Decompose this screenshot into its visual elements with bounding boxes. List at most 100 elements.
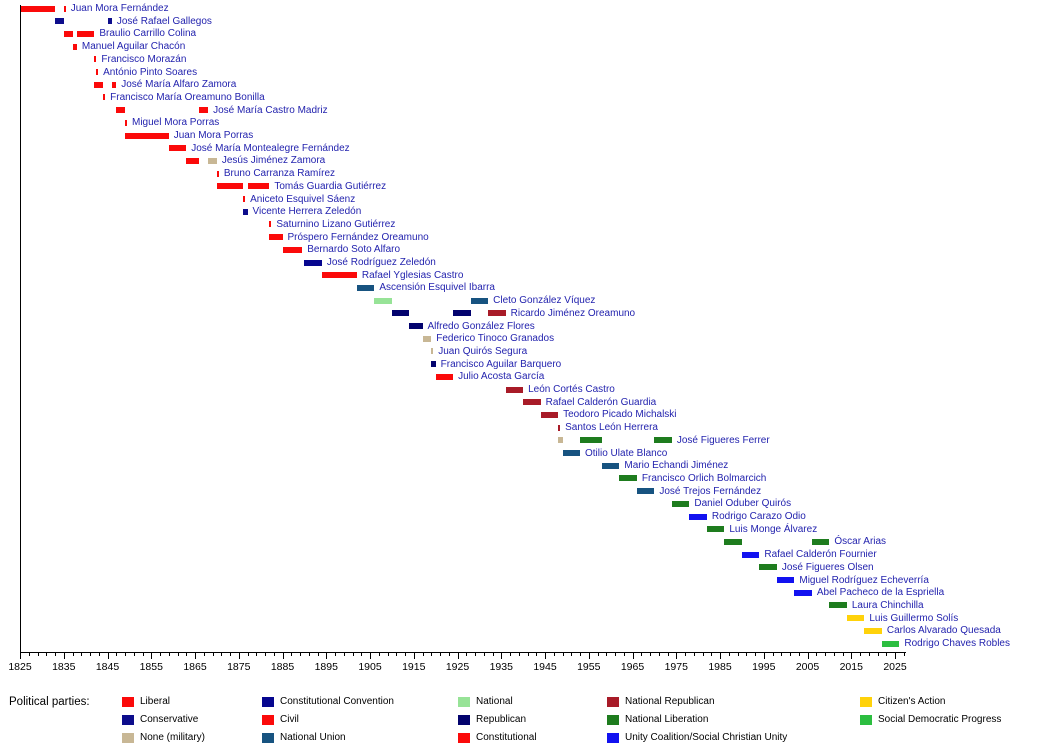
president-label[interactable]: Daniel Oduber Quirós <box>694 498 792 510</box>
president-label[interactable]: Julio Acosta García <box>458 371 545 383</box>
term-bar <box>580 437 602 444</box>
axis-minor-tick <box>527 653 529 656</box>
axis-major-tick <box>326 653 328 659</box>
axis-minor-tick <box>98 653 100 656</box>
president-label[interactable]: Santos León Herrera <box>565 422 658 434</box>
president-label[interactable]: Francisco Orlich Bolmarcich <box>641 472 767 484</box>
legend-swatch-citizens_action <box>860 697 872 707</box>
president-label[interactable]: José María Castro Madriz <box>213 104 328 116</box>
president-label[interactable]: Tomás Guardia Gutiérrez <box>274 180 387 192</box>
president-label[interactable]: José María Montealegre Fernández <box>191 142 350 154</box>
axis-minor-tick <box>833 653 835 656</box>
president-label[interactable]: Juan Mora Porras <box>173 130 254 141</box>
axis-major-tick <box>763 653 765 659</box>
axis-minor-tick <box>177 653 179 656</box>
term-bar <box>321 272 357 279</box>
president-label[interactable]: Laura Chinchilla <box>851 599 924 611</box>
president-label[interactable]: Vicente Herrera Zeledón <box>252 206 362 218</box>
president-label[interactable]: Alfredo González Flores <box>427 320 535 332</box>
president-label[interactable]: Rafael Calderón Fournier <box>764 549 877 561</box>
president-label[interactable]: José Figueres Ferrer <box>676 434 770 446</box>
term-bar <box>72 43 77 50</box>
president-label[interactable]: Luis Guillermo Solís <box>869 612 959 624</box>
president-label[interactable]: Juan Mora Fernández <box>70 3 169 14</box>
term-bar <box>558 424 561 431</box>
president-label[interactable]: Francisco María Oreamuno Bonilla <box>110 91 265 103</box>
president-label[interactable]: Manuel Aguilar Chacón <box>81 41 186 53</box>
president-label[interactable]: Luis Monge Álvarez <box>729 523 818 535</box>
president-label[interactable]: Bruno Carranza Ramírez <box>223 168 336 180</box>
term-bar <box>409 323 423 329</box>
president-label[interactable]: José Figueres Olsen <box>781 561 874 573</box>
axis-tick-label: 1965 <box>620 661 645 673</box>
president-label[interactable]: Ricardo Jiménez Oreamuno <box>510 307 636 319</box>
legend-label-liberal: Liberal <box>140 696 171 707</box>
term-bar <box>55 18 64 25</box>
x-axis-line <box>20 652 906 653</box>
president-label[interactable]: José María Alfaro Zamora <box>121 79 237 91</box>
axis-minor-tick <box>422 653 424 656</box>
president-label[interactable]: António Pinto Soares <box>103 66 198 78</box>
president-label[interactable]: Rodrigo Carazo Odio <box>711 511 806 522</box>
axis-minor-tick <box>212 653 214 656</box>
term-bar <box>243 208 248 215</box>
president-label[interactable]: Juan Quirós Segura <box>438 345 528 357</box>
president-label[interactable]: León Cortés Castro <box>528 384 615 395</box>
term-bar <box>282 246 303 253</box>
president-label[interactable]: Carlos Alvarado Quesada <box>886 625 1001 637</box>
axis-minor-tick <box>475 653 476 656</box>
president-label[interactable]: Federico Tinoco Granados <box>436 333 555 345</box>
president-label[interactable]: José Rafael Gallegos <box>116 15 212 27</box>
axis-minor-tick <box>448 653 450 656</box>
term-bar <box>391 310 410 317</box>
axis-major-tick <box>107 653 109 659</box>
axis-minor-tick <box>772 653 774 656</box>
axis-tick-label: 1835 <box>52 661 76 673</box>
term-bar <box>829 602 847 609</box>
legend-swatch-none_military <box>122 733 134 743</box>
president-label[interactable]: Ascensión Esquivel Ibarra <box>379 282 495 294</box>
president-label[interactable]: Braulio Carrillo Colina <box>99 28 197 40</box>
legend-label-constitutional: Constitutional <box>476 732 537 743</box>
term-bar <box>304 259 322 266</box>
president-label[interactable]: Abel Pacheco de la Espriella <box>816 587 945 599</box>
president-label[interactable]: Jesús Jiménez Zamora <box>221 155 326 167</box>
president-label[interactable]: Cleto González Víquez <box>493 295 596 307</box>
president-label[interactable]: José Trejos Fernández <box>659 485 762 497</box>
axis-minor-tick <box>55 653 56 656</box>
axis-minor-tick <box>755 653 756 656</box>
axis-minor-tick <box>221 653 223 656</box>
president-label[interactable]: Próspero Fernández Oreamuno <box>287 231 429 243</box>
president-label[interactable]: Aniceto Esquivel Sáenz <box>250 193 356 205</box>
axis-minor-tick <box>685 653 686 656</box>
president-label[interactable]: Rodrigo Chaves Robles <box>904 638 1010 649</box>
term-bar <box>671 500 690 507</box>
axis-minor-tick <box>308 653 310 656</box>
president-label[interactable]: Francisco Morazán <box>101 53 187 65</box>
term-bar <box>111 81 117 88</box>
legend-label-national_union: National Union <box>280 732 346 743</box>
legend-label-citizens_action: Citizen's Action <box>878 696 946 707</box>
legend-swatch-liberal <box>122 697 134 707</box>
president-label[interactable]: Mario Echandi Jiménez <box>624 460 729 472</box>
axis-minor-tick <box>562 653 564 656</box>
axis-minor-tick <box>387 653 389 656</box>
legend-swatch-republican <box>458 715 470 725</box>
legend-swatch-constitutional_convention <box>262 697 274 707</box>
president-label[interactable]: Otilio Ulate Blanco <box>585 447 668 459</box>
president-label[interactable]: Óscar Arias <box>834 536 887 548</box>
axis-major-tick <box>676 653 678 659</box>
term-bar <box>601 462 620 469</box>
term-bar <box>94 56 97 63</box>
president-label[interactable]: Bernardo Soto Alfaro <box>307 244 401 256</box>
president-label[interactable]: Teodoro Picado Michalski <box>563 409 677 421</box>
president-label[interactable]: Rafael Calderón Guardia <box>545 396 657 408</box>
president-label[interactable]: Rafael Yglesias Castro <box>361 269 464 281</box>
president-label[interactable]: Francisco Aguilar Barquero <box>440 358 562 370</box>
axis-minor-tick <box>842 653 844 656</box>
president-label[interactable]: José Rodríguez Zeledón <box>326 257 436 268</box>
president-label[interactable]: Miguel Mora Porras <box>132 117 220 129</box>
axis-tick-label: 1975 <box>664 661 688 673</box>
president-label[interactable]: Miguel Rodríguez Echeverría <box>799 574 929 586</box>
president-label[interactable]: Saturnino Lizano Gutiérrez <box>276 218 396 230</box>
